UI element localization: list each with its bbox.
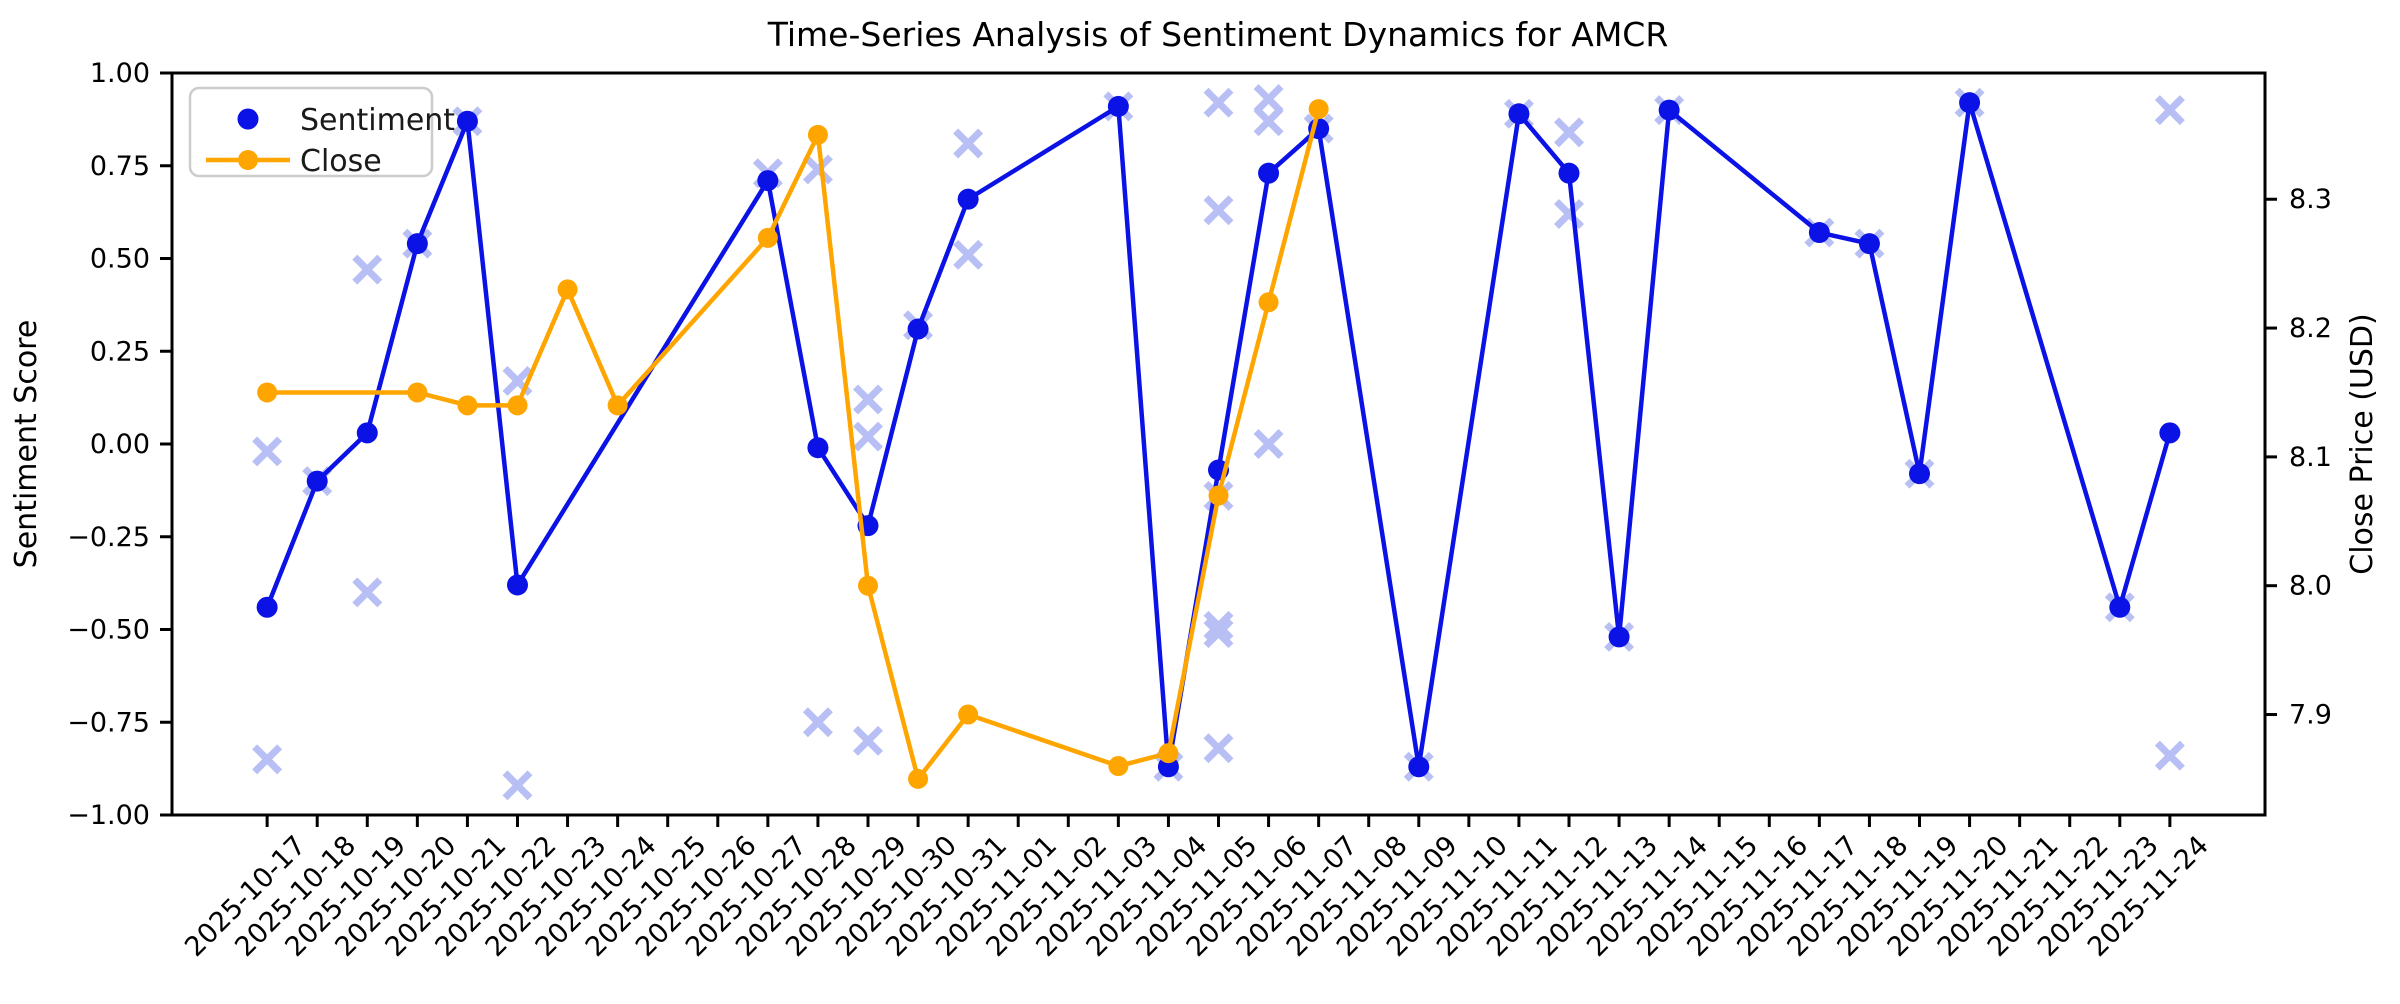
sentiment-x-marker: [1203, 733, 1234, 764]
sentiment-x-marker: [853, 384, 883, 415]
sentiment-x-marker: [2154, 95, 2185, 126]
sentiment-x-marker: [502, 770, 533, 801]
close-line-series: [257, 99, 1329, 789]
close-point: [457, 395, 478, 416]
y-tick-label-left: 1.00: [90, 58, 150, 89]
sentiment-point: [306, 470, 328, 492]
sentiment-x-marker: [1203, 87, 1234, 118]
y-tick-label-left: 0.75: [90, 151, 150, 182]
sentiment-x-marker: [252, 436, 283, 467]
close-line: [267, 108, 1321, 782]
plot-border: [170, 71, 2267, 817]
close-point: [1108, 756, 1129, 777]
sentiment-point: [456, 110, 478, 132]
sentiment-x-marker: [802, 707, 833, 738]
close-point: [958, 704, 979, 725]
sentiment-x-marker: [1554, 117, 1584, 148]
sentiment-x-marker: [352, 577, 383, 608]
close-point: [857, 575, 878, 596]
sentiment-point: [957, 188, 979, 210]
close-point: [257, 382, 278, 403]
legend-label-close: Close: [300, 144, 382, 179]
sentiment-point: [1258, 162, 1280, 184]
close-point: [407, 382, 428, 403]
sentiment-point: [907, 318, 929, 340]
legend: Sentiment Close: [188, 86, 455, 179]
y-axis-right: 8.3 8.2 8.1 8.0 7.9: [2265, 184, 2332, 731]
sentiment-x-marker: [802, 154, 833, 185]
y-tick-label-left: 0.00: [90, 429, 150, 460]
sentiment-scatter: [252, 83, 2185, 801]
close-point: [908, 768, 929, 789]
y-tick-label-left: −1.00: [67, 800, 150, 831]
y-axis-label-left: Sentiment Score: [9, 320, 44, 569]
sentiment-point: [1858, 233, 1880, 255]
sentiment-x-marker: [853, 725, 883, 756]
close-point: [607, 395, 628, 416]
sentiment-x-marker: [953, 128, 984, 159]
sentiment-point: [256, 596, 278, 618]
y-axis-left: 1.00 0.75 0.50 0.25 0.00 −0.25 −0.50 −0.75 −1.00: [67, 58, 172, 831]
close-point: [1258, 292, 1279, 313]
sentiment-point: [406, 233, 428, 255]
sentiment-point: [506, 574, 528, 596]
legend-label-sentiment: Sentiment: [300, 103, 455, 138]
y-tick-label-left: −0.25: [67, 522, 150, 553]
sentiment-line: [265, 100, 2173, 770]
sentiment-point: [356, 422, 378, 444]
y-tick-label-left: 0.25: [90, 336, 150, 367]
sentiment-point: [807, 437, 829, 459]
chart-title: Time-Series Analysis of Sentiment Dynami…: [767, 15, 1669, 54]
close-point: [1158, 743, 1179, 764]
close-point: [757, 227, 778, 248]
sentiment-point: [1107, 95, 1129, 117]
sentiment-point: [1959, 92, 1981, 114]
sentiment-x-marker: [1253, 429, 1284, 459]
sentiment-point: [1608, 626, 1630, 648]
sentiment-x-marker: [352, 254, 383, 285]
close-point: [807, 124, 828, 145]
close-point: [507, 395, 528, 416]
legend-close-marker-icon: [238, 150, 258, 170]
sentiment-point: [1909, 463, 1931, 485]
y-tick-label-right: 8.1: [2289, 442, 2332, 473]
sentiment-x-marker: [1253, 106, 1284, 137]
sentiment-x-marker: [2154, 740, 2185, 771]
sentiment-x-marker: [953, 239, 984, 270]
sentiment-x-marker: [853, 421, 883, 452]
close-point: [557, 279, 578, 300]
close-point: [1308, 99, 1329, 120]
sentiment-point: [1808, 222, 1830, 244]
sentiment-x-marker: [1554, 199, 1584, 229]
sentiment-point: [1508, 103, 1530, 125]
close-point: [1208, 485, 1229, 506]
sentiment-x-marker: [1203, 195, 1234, 226]
sentiment-point: [2159, 422, 2181, 444]
sentiment-x-marker: [1253, 83, 1284, 114]
sentiment-x-marker: [1203, 618, 1234, 649]
sentiment-point: [757, 170, 779, 192]
sentiment-line-series: [256, 92, 2181, 778]
y-tick-label-left: 0.50: [90, 244, 150, 275]
y-tick-label-right: 7.9: [2289, 700, 2332, 731]
sentiment-point: [2109, 596, 2131, 618]
sentiment-point: [1408, 756, 1430, 778]
legend-sentiment-marker-icon: [237, 108, 259, 130]
sentiment-point: [1558, 162, 1580, 184]
y-tick-label-right: 8.2: [2289, 313, 2332, 344]
sentiment-x-marker: [252, 744, 283, 775]
y-axis-label-right: Close Price (USD): [2345, 313, 2380, 575]
sentiment-x-marker: [1203, 610, 1234, 641]
y-tick-label-right: 8.3: [2289, 184, 2332, 215]
sentiment-point: [1658, 99, 1680, 121]
y-tick-label-left: −0.75: [67, 707, 150, 738]
y-tick-label-right: 8.0: [2289, 571, 2332, 602]
y-tick-label-left: −0.50: [67, 615, 150, 646]
x-axis: 2025-10-172025-10-182025-10-192025-10-20…: [179, 815, 2215, 963]
